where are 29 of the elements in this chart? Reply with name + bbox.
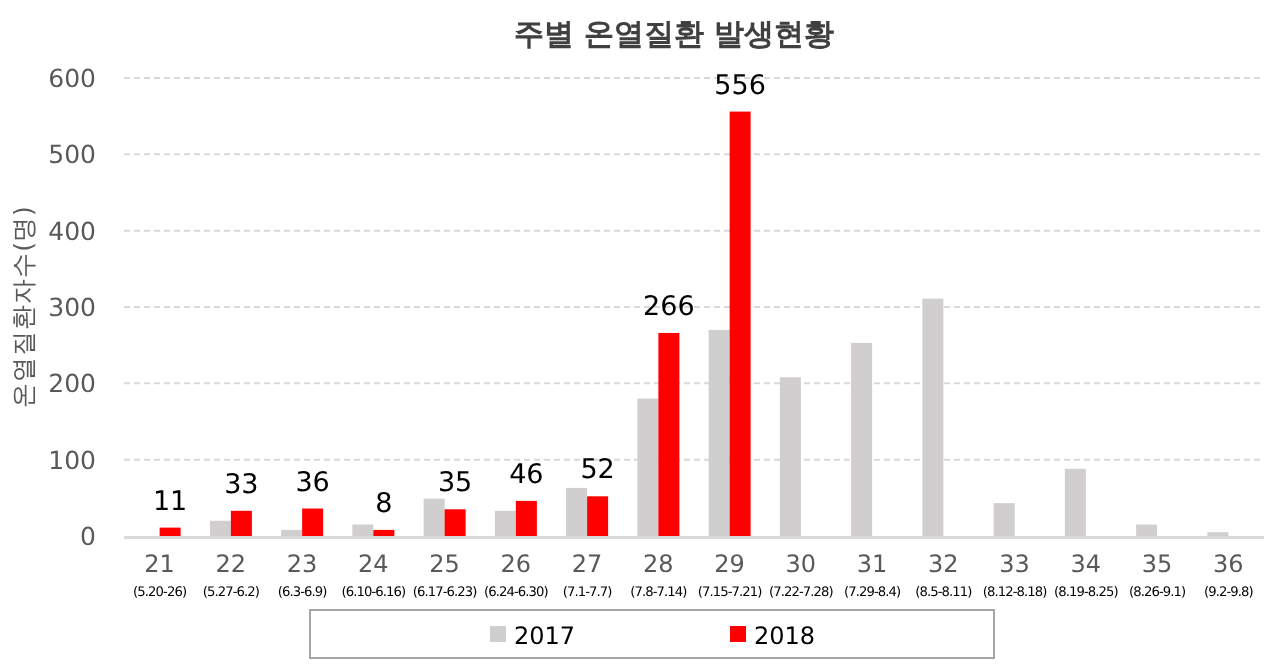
y-tick-label: 0 — [80, 521, 97, 551]
bar — [444, 509, 466, 536]
data-label: 556 — [714, 69, 766, 102]
y-tick-label: 200 — [48, 368, 97, 399]
chart-title: 주별 온열질환 발생현황 — [513, 16, 835, 52]
y-tick-label: 500 — [48, 139, 97, 170]
y-tick-label: 100 — [48, 444, 97, 475]
data-label: 36 — [295, 466, 330, 499]
data-label: 8 — [375, 487, 393, 520]
data-label: 52 — [580, 454, 615, 487]
bar — [159, 527, 181, 536]
bar — [515, 500, 537, 536]
data-label: 46 — [509, 458, 544, 491]
bar — [230, 510, 252, 536]
y-tick-label: 300 — [48, 292, 97, 322]
bar — [658, 332, 680, 536]
bar — [373, 529, 395, 536]
data-label: 35 — [437, 467, 473, 500]
legend-label: 2018 — [754, 622, 816, 650]
legend-label: 2017 — [514, 622, 576, 650]
y-tick-label: 600 — [48, 63, 97, 93]
y-axis-title: 온열질환자수(명) — [8, 206, 38, 408]
data-label: 33 — [224, 468, 259, 501]
bar — [587, 496, 609, 536]
data-label: 11 — [152, 485, 188, 518]
y-tick-label: 400 — [48, 215, 97, 246]
bar — [729, 111, 751, 536]
data-label: 266 — [643, 290, 695, 323]
bar — [302, 508, 324, 536]
